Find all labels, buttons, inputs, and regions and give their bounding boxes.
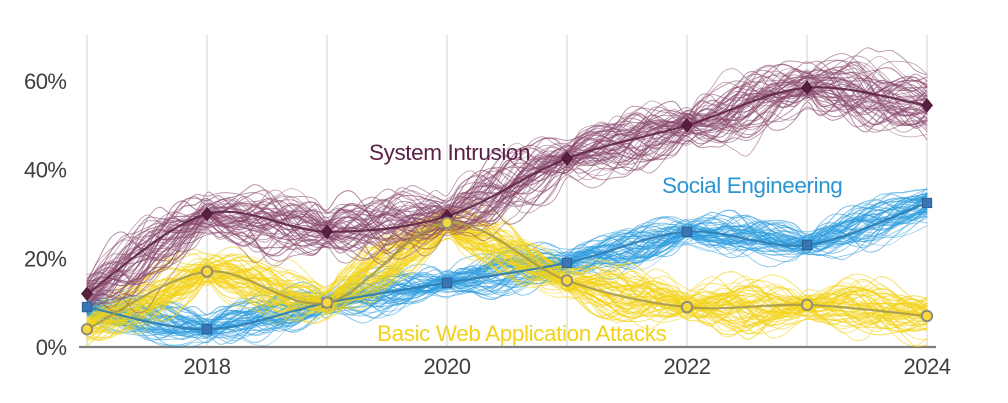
spaghetti-line bbox=[86, 61, 928, 314]
marker-square-2020 bbox=[441, 277, 453, 288]
spaghetti-line bbox=[86, 76, 928, 285]
y-tick-label-60: 60% bbox=[24, 69, 67, 94]
spaghetti-line bbox=[86, 193, 928, 336]
spaghetti-line bbox=[86, 223, 928, 330]
spaghetti-line bbox=[86, 223, 928, 341]
marker-square-2021 bbox=[561, 257, 573, 268]
marker-diamond-2019 bbox=[321, 224, 333, 239]
spaghetti-line bbox=[86, 59, 928, 298]
x-tick-label-2020: 2020 bbox=[424, 354, 471, 379]
spaghetti-line bbox=[86, 213, 928, 330]
marker-diamond-2017 bbox=[81, 286, 93, 302]
x-tick-label-2022: 2022 bbox=[664, 354, 711, 379]
spaghetti-line bbox=[86, 230, 928, 334]
spaghetti-line bbox=[86, 91, 928, 286]
data-markers-group bbox=[80, 80, 934, 336]
marker-circle-2024 bbox=[920, 309, 934, 323]
spaghetti-line bbox=[86, 79, 928, 287]
marker-circle-2020 bbox=[440, 216, 454, 230]
spaghetti-line bbox=[86, 214, 928, 324]
series-label-system-intrusion: System Intrusion bbox=[369, 140, 530, 165]
spaghetti-line bbox=[86, 225, 928, 328]
spaghetti-line bbox=[86, 66, 928, 299]
marker-circle-2018 bbox=[200, 265, 214, 278]
spaghetti-line bbox=[86, 69, 928, 281]
spaghetti-line bbox=[86, 70, 928, 284]
y-tick-label-20: 20% bbox=[24, 246, 67, 271]
marker-diamond-2021 bbox=[561, 151, 573, 166]
x-tick-label-2024: 2024 bbox=[904, 354, 951, 379]
marker-circle-2017 bbox=[80, 323, 94, 336]
spaghetti-line bbox=[86, 200, 928, 334]
y-tick-label-40: 40% bbox=[24, 158, 67, 183]
spaghetti-line bbox=[86, 60, 928, 305]
spaghetti-line bbox=[86, 80, 928, 315]
spaghetti-line bbox=[86, 76, 928, 285]
series-labels-group: System Intrusion Social Engineering Basi… bbox=[369, 140, 843, 346]
marker-square-2024 bbox=[921, 197, 933, 209]
marker-diamond-2018 bbox=[201, 206, 213, 222]
marker-square-2018 bbox=[201, 324, 213, 335]
spaghetti-line bbox=[86, 70, 928, 303]
marker-circle-2021 bbox=[560, 274, 574, 287]
marker-square-2023 bbox=[801, 239, 813, 251]
spaghetti-line bbox=[86, 187, 928, 340]
x-tick-label-2018: 2018 bbox=[184, 354, 231, 379]
mean-line-square bbox=[86, 201, 928, 331]
marker-diamond-2024 bbox=[921, 98, 933, 113]
spaghetti-line bbox=[86, 83, 928, 285]
spaghetti-line bbox=[86, 63, 928, 282]
spaghetti-line bbox=[86, 209, 928, 336]
tick-labels-group: 0% 20% 40% 60% 2018 2020 2022 2024 bbox=[24, 69, 951, 379]
marker-circle-2022 bbox=[680, 300, 694, 314]
spaghetti-line bbox=[86, 224, 928, 330]
spaghetti-line bbox=[86, 85, 928, 287]
spaghetti-line bbox=[86, 80, 928, 284]
marker-diamond-2022 bbox=[681, 118, 693, 133]
spaghetti-line bbox=[86, 74, 928, 298]
series-label-basic-web-application-attacks: Basic Web Application Attacks bbox=[377, 321, 667, 346]
marker-circle-2023 bbox=[800, 298, 814, 312]
marker-square-2022 bbox=[681, 226, 693, 237]
spaghetti-line bbox=[86, 210, 928, 338]
spaghetti-line bbox=[86, 224, 928, 347]
spaghetti-line bbox=[86, 76, 928, 287]
spaghetti-line bbox=[86, 215, 928, 341]
series-label-social-engineering: Social Engineering bbox=[662, 173, 842, 198]
spaghetti-diamond bbox=[86, 47, 928, 315]
y-tick-label-0: 0% bbox=[36, 335, 67, 360]
markers-circle bbox=[80, 216, 934, 336]
spaghetti-line bbox=[86, 68, 928, 291]
marker-square-2017 bbox=[81, 301, 93, 313]
spaghetti-line bbox=[86, 207, 928, 338]
spaghetti-line bbox=[86, 68, 928, 288]
spaghetti-line bbox=[86, 219, 928, 335]
spaghetti-line bbox=[86, 219, 928, 342]
spaghetti-line bbox=[86, 212, 928, 337]
marker-diamond-2023 bbox=[801, 80, 813, 95]
marker-circle-2019 bbox=[320, 296, 334, 309]
mean-line-circle bbox=[86, 221, 928, 331]
spaghetti-line bbox=[86, 64, 928, 301]
